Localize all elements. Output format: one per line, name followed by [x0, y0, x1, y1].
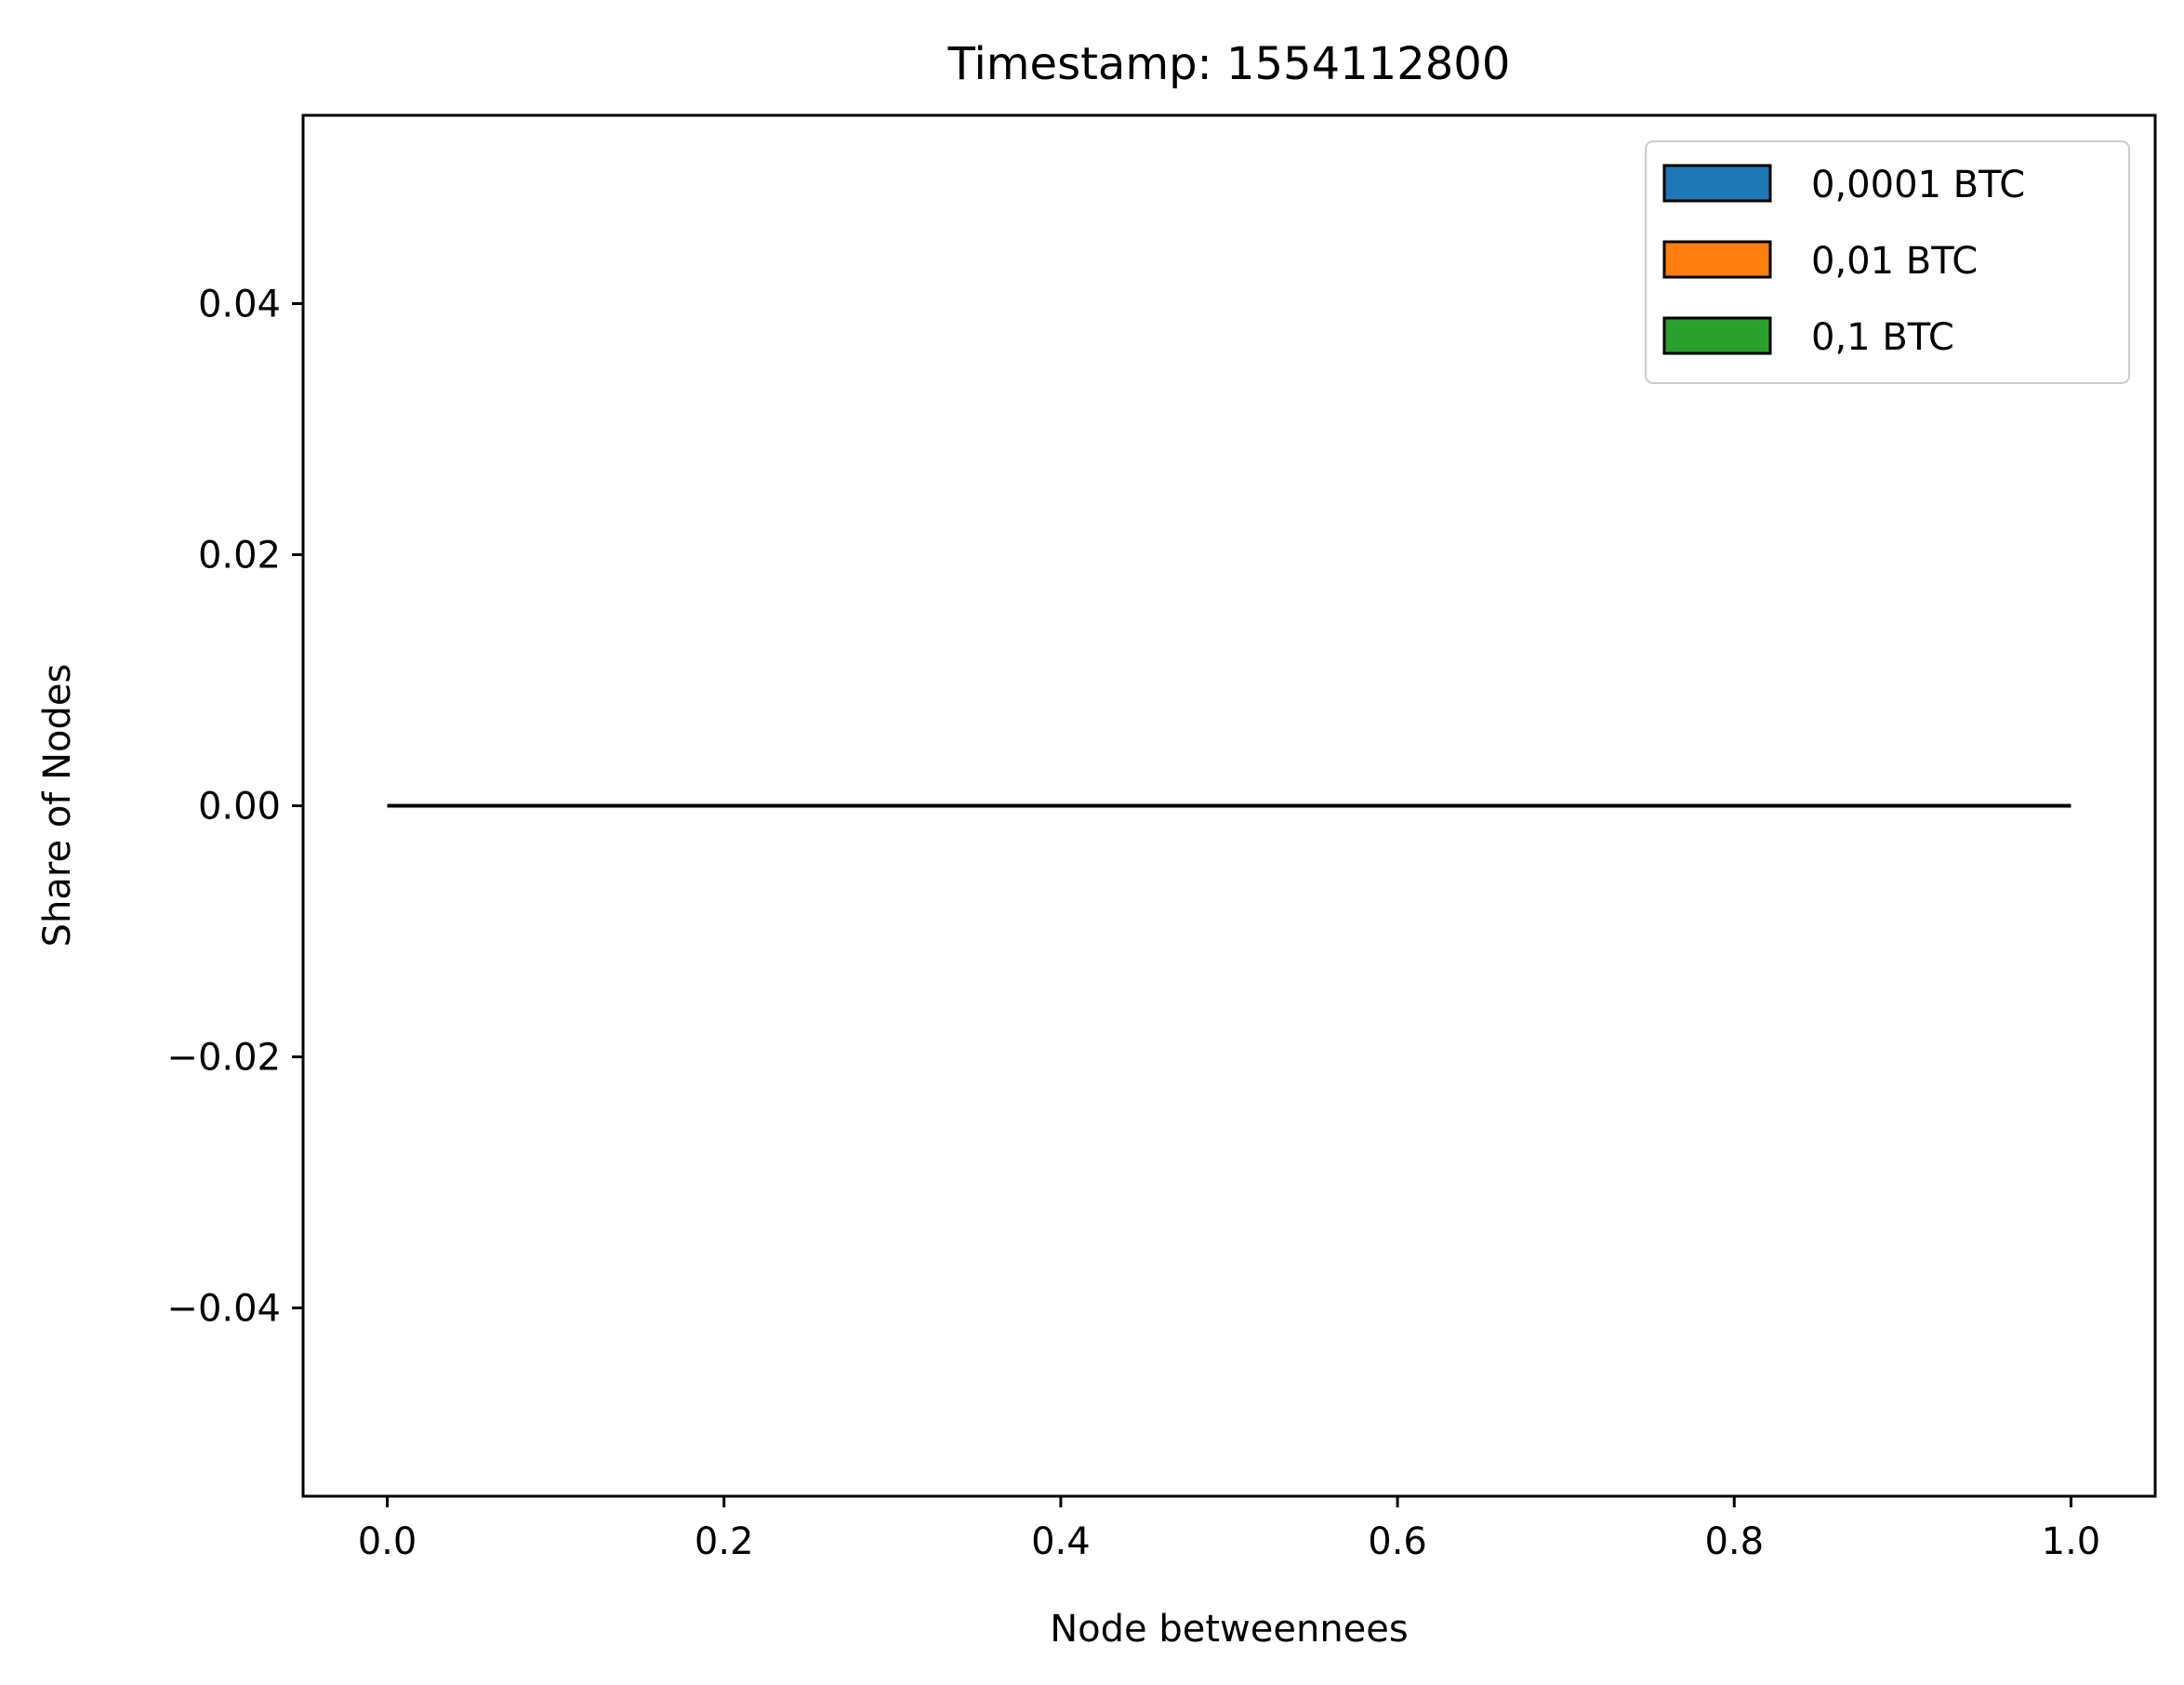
chart-title: Timestamp: 1554112800 [947, 38, 1511, 90]
x-tick-label: 0.4 [1031, 1520, 1091, 1563]
legend-swatch [1662, 164, 1772, 203]
x-tick-label: 0.0 [358, 1520, 417, 1563]
y-tick-label: 0.00 [198, 786, 281, 829]
legend-swatch [1662, 240, 1772, 279]
legend-items: 0,0001 BTC 0,01 BTC 0,1 BTC [1662, 164, 2025, 359]
legend-label: 0,01 BTC [1811, 240, 1978, 283]
legend-label: 0,1 BTC [1811, 316, 1954, 359]
x-axis-ticks: 0.0 0.2 0.4 0.6 0.8 1.0 [358, 1496, 2101, 1563]
x-tick-label: 0.6 [1368, 1520, 1427, 1563]
y-tick-label: −0.04 [166, 1288, 281, 1331]
y-tick-label: 0.02 [198, 535, 281, 577]
y-axis-label: Share of Nodes [36, 664, 79, 948]
x-axis-label: Node betweennees [1050, 1608, 1409, 1651]
y-tick-label: −0.02 [166, 1037, 281, 1080]
x-tick-label: 0.2 [695, 1520, 754, 1563]
y-tick-label: 0.04 [198, 284, 281, 326]
y-axis-ticks: 0.04 0.02 0.00 −0.02 −0.04 [166, 284, 303, 1331]
legend: 0,0001 BTC 0,01 BTC 0,1 BTC [1645, 140, 2130, 384]
x-tick-label: 1.0 [2042, 1520, 2101, 1563]
legend-label: 0,0001 BTC [1811, 164, 2025, 206]
legend-swatch [1662, 316, 1772, 355]
x-tick-label: 0.8 [1704, 1520, 1764, 1563]
